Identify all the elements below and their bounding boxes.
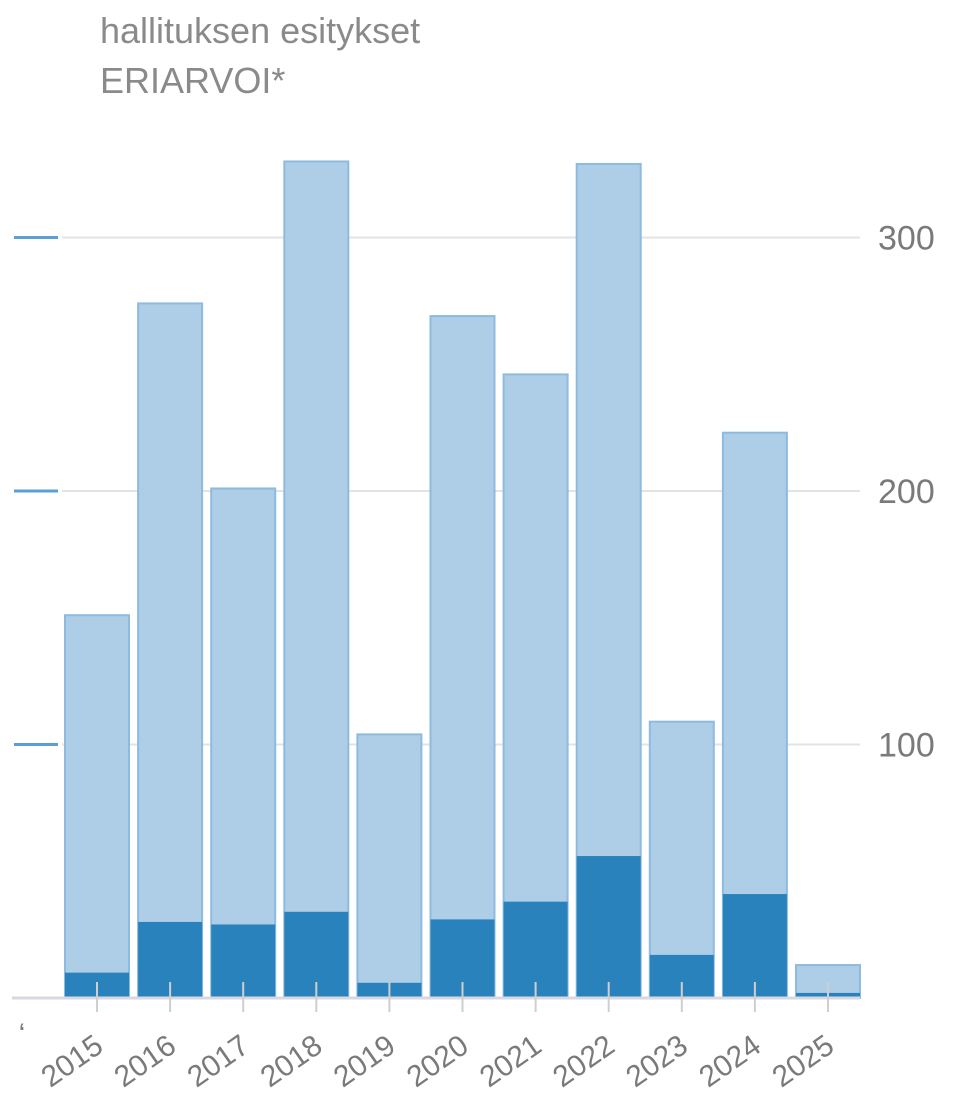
- x-axis: [12, 982, 860, 1012]
- y-tick-label-200: 200: [878, 473, 935, 511]
- x-tick-label-2024: 2024: [693, 1029, 767, 1094]
- x-tick-label-2019: 2019: [328, 1029, 402, 1094]
- x-tick-label-2015: 2015: [35, 1029, 109, 1094]
- y-axis: 100 200 300: [878, 220, 935, 765]
- chart-header: hallituksen esitykset ERIARVOI*: [100, 6, 420, 106]
- x-tick-label-2020: 2020: [401, 1029, 475, 1094]
- x-tick-label-2018: 2018: [255, 1029, 329, 1094]
- bar-total-2018: [283, 160, 350, 999]
- x-tick-label-2017: 2017: [182, 1029, 256, 1094]
- x-tick-labels: 2015 2016 2017 2018 2019 2020 2021 2022 2023 2024…: [19, 1018, 840, 1094]
- bar-part-2024: [722, 894, 787, 998]
- bar-total-2015: [64, 614, 130, 1000]
- x-tick-label-2016: 2016: [109, 1029, 183, 1094]
- x-tick-label-2025: 2025: [766, 1029, 840, 1094]
- bar-part-2022: [576, 856, 641, 998]
- chart-title: hallituksen esitykset: [100, 10, 421, 51]
- bar-total-2021: [502, 373, 569, 999]
- x-tick-label-2021: 2021: [474, 1029, 548, 1094]
- y-tick-label-300: 300: [878, 220, 935, 258]
- bar-total-2016: [137, 302, 204, 1000]
- x-tick-label-partial: ‘: [19, 1018, 26, 1051]
- bar-total-2020: [429, 315, 496, 999]
- bar-total-2019: [356, 733, 423, 999]
- y-tick-label-100: 100: [878, 727, 935, 765]
- x-tick-label-2022: 2022: [547, 1029, 621, 1094]
- chart-subtitle: ERIARVOI*: [100, 60, 286, 101]
- x-tick-label-2023: 2023: [620, 1029, 694, 1094]
- bar-part-2021: [503, 901, 568, 998]
- bar-total-2017: [210, 487, 277, 999]
- bars-layer: [64, 160, 861, 1000]
